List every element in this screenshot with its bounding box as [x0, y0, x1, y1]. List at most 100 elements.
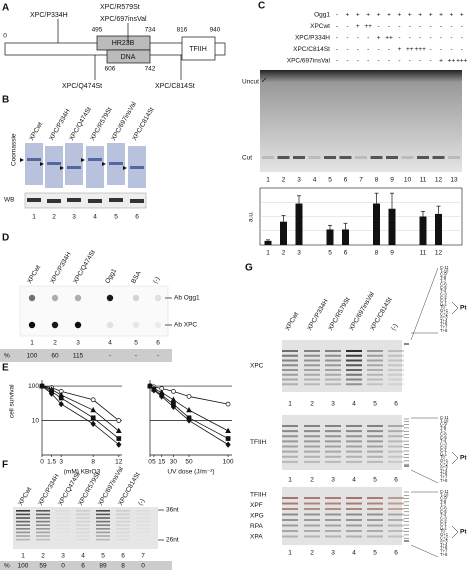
gel-lane	[45, 146, 63, 188]
gel-band	[36, 510, 50, 512]
condition-mark: -	[378, 58, 380, 65]
ladder-label: T-10	[440, 418, 449, 423]
condition-mark: +	[377, 35, 381, 42]
gel-band	[346, 359, 362, 362]
condition-mark: -	[388, 23, 390, 30]
gel-band	[56, 535, 70, 537]
gel-band	[47, 162, 61, 165]
gel-band	[346, 369, 362, 371]
lane-number: 1	[288, 401, 292, 408]
dot	[51, 294, 59, 302]
ladder-label: C-2	[440, 519, 447, 524]
marker	[115, 427, 122, 434]
gel-band	[116, 513, 130, 516]
condition-mark: -	[450, 23, 452, 30]
gel-band	[367, 445, 383, 448]
ladder-label: C-3	[440, 516, 447, 521]
gel	[260, 70, 462, 172]
gel-band	[76, 513, 90, 516]
lane-number: 1	[32, 214, 36, 221]
domain-box	[181, 36, 216, 61]
x-tick-label: 0	[148, 459, 152, 466]
gel-band	[388, 425, 404, 427]
gel-band	[367, 502, 383, 505]
gel-band	[76, 535, 90, 537]
marker	[159, 393, 165, 400]
condition-mark: -	[357, 58, 359, 65]
gel-band	[76, 520, 90, 523]
gel-band	[304, 508, 320, 510]
gel-band	[388, 524, 404, 527]
gel-band	[367, 440, 383, 443]
lane-number: 4	[108, 340, 112, 347]
dot	[132, 294, 140, 302]
bracket	[410, 469, 439, 484]
gel-band	[36, 531, 50, 534]
gel-band	[388, 364, 404, 367]
lane-number: 2	[41, 553, 45, 560]
lane-number: 5	[114, 214, 118, 221]
gel-band	[282, 508, 298, 510]
gel-band	[325, 359, 341, 362]
gel-band	[367, 430, 383, 433]
condition-mark: -	[357, 46, 359, 53]
marker	[58, 400, 64, 408]
gel	[282, 340, 402, 392]
condition-mark: -	[461, 46, 463, 53]
gel-lane	[65, 143, 83, 185]
gel-band	[16, 510, 30, 512]
lane-number: 1	[266, 177, 270, 184]
gel-band	[388, 513, 404, 516]
domain-box	[106, 49, 151, 64]
ladder-label: G+1	[440, 458, 449, 463]
gel-band	[56, 539, 70, 541]
bar	[326, 229, 334, 245]
ladder-label: T+7	[440, 549, 448, 554]
gel-band	[325, 350, 341, 352]
ladder-label: C-5	[440, 285, 447, 290]
condition-mark: -	[440, 35, 442, 42]
protein-label: TFIIH	[250, 492, 267, 499]
gel-band	[282, 535, 298, 538]
gel-band	[56, 521, 70, 523]
ladder-label: T+6	[440, 545, 448, 550]
condition-label: Ogg1	[314, 12, 330, 19]
x-tick-label: 0	[40, 459, 44, 466]
gel-band	[56, 513, 70, 516]
condition-mark: +	[439, 58, 443, 65]
position-label: 940	[210, 27, 221, 34]
gel-band	[325, 530, 341, 532]
gel-band	[346, 513, 362, 516]
gel-band	[282, 350, 298, 352]
gel-band	[282, 450, 298, 453]
condition-label: XPC/P334H	[295, 35, 330, 42]
ladder-label: C-1	[440, 448, 447, 453]
gel-band	[56, 532, 70, 534]
gel-band	[346, 530, 362, 532]
ladder-label: A+3	[440, 539, 448, 544]
gel-band	[325, 383, 341, 386]
gel-band	[304, 378, 320, 381]
condition-label: XPCwt	[310, 23, 330, 30]
gel-band	[346, 450, 362, 453]
ladder-label: T-7	[440, 278, 447, 283]
bar	[295, 203, 303, 245]
gel-band	[56, 510, 70, 512]
pt-bracket	[451, 525, 459, 539]
ladder-label: T0	[440, 529, 446, 534]
gel-band	[325, 450, 341, 453]
gel-band	[388, 450, 404, 453]
size-marker: 36nt	[166, 507, 179, 514]
marker	[171, 389, 176, 394]
gel-band	[116, 517, 130, 519]
ladder-label: A+3	[440, 465, 448, 470]
ladder-label: T-10	[440, 492, 449, 497]
ladder-label: G+1	[440, 532, 449, 537]
ladder-label: T+4	[440, 542, 448, 547]
gel-band	[304, 364, 320, 367]
condition-mark: -	[450, 35, 452, 42]
condition-mark: -	[367, 35, 369, 42]
gel-band	[293, 156, 305, 159]
gel-band	[116, 531, 130, 534]
panel-letter: F	[2, 460, 8, 471]
